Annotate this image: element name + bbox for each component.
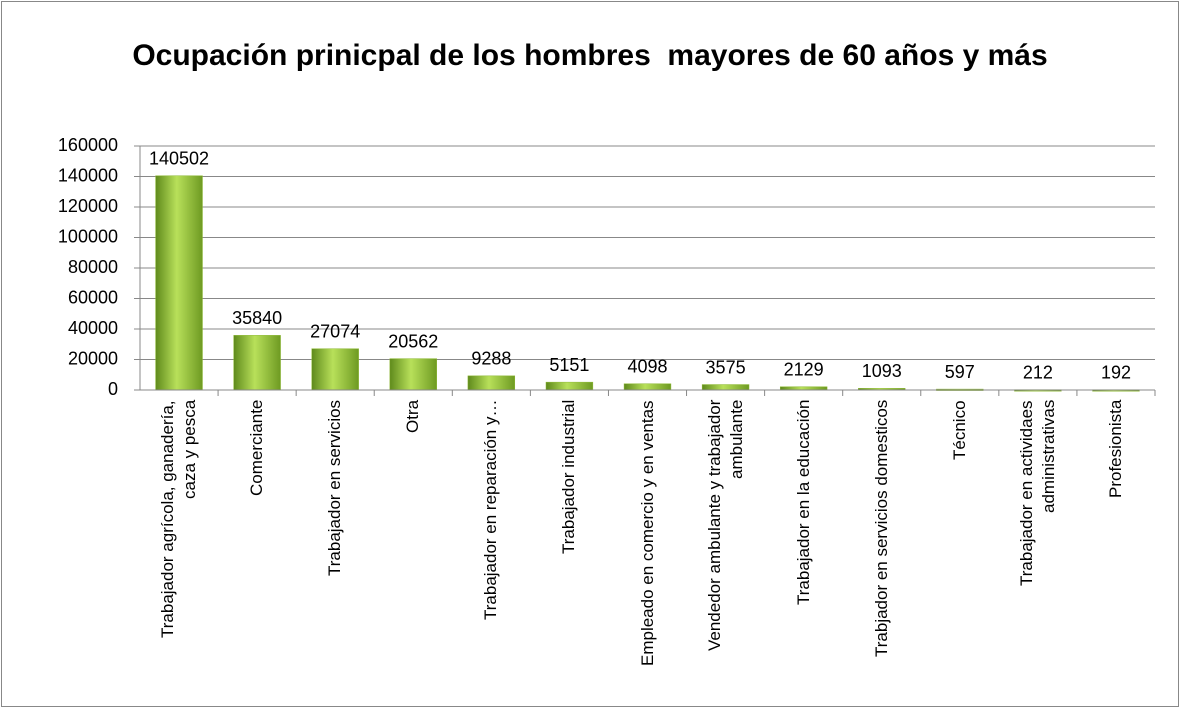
bar <box>545 381 594 391</box>
data-label: 27074 <box>310 321 360 341</box>
data-label: 192 <box>1101 362 1131 382</box>
y-tick-label: 0 <box>108 379 118 399</box>
y-tick-label: 140000 <box>58 165 118 185</box>
data-label: 35840 <box>232 308 282 328</box>
bar <box>311 348 359 391</box>
data-label: 2129 <box>784 360 824 380</box>
x-tick-label: Técnico <box>949 400 969 460</box>
data-label: 20562 <box>388 331 438 351</box>
y-tick-label: 20000 <box>68 348 118 368</box>
data-label: 5151 <box>549 355 589 375</box>
x-tick-label: Comerciante <box>247 400 267 497</box>
data-label: 597 <box>945 362 975 382</box>
data-label: 3575 <box>706 357 746 377</box>
y-tick-label: 100000 <box>58 226 118 246</box>
y-tick-label: 60000 <box>68 287 118 307</box>
x-tick-label: Trabajador industrial <box>559 400 579 555</box>
x-tick-label: Trabajador agrícola, ganadería, caza y p… <box>158 400 200 638</box>
chart-title: Ocupación prinicpal de los hombres mayor… <box>132 39 1048 72</box>
y-tick-label: 80000 <box>68 257 118 277</box>
data-label: 140502 <box>149 148 209 168</box>
x-tick-label: Profesionista <box>1105 400 1125 499</box>
data-label: 1093 <box>862 361 902 381</box>
data-label: 4098 <box>627 357 667 377</box>
bar <box>389 358 437 391</box>
bar <box>155 175 203 391</box>
x-tick-label: Vendedor ambulante y trabajador ambulant… <box>704 400 746 652</box>
bar <box>233 335 281 391</box>
x-tick-label: Trabajador en reparación y… <box>481 400 501 621</box>
bar <box>623 383 672 391</box>
x-tick-label: Trabjador en servicios domesticos <box>871 400 891 658</box>
data-label: 9288 <box>471 349 511 369</box>
x-tick-label: Trabajador en servicios <box>325 400 345 577</box>
x-tick-label: Trabajador en la educación <box>793 400 813 606</box>
bar <box>467 375 516 391</box>
x-tick-label: Otra <box>403 400 423 434</box>
data-label: 212 <box>1023 362 1053 382</box>
y-tick-label: 120000 <box>58 196 118 216</box>
y-tick-label: 160000 <box>58 135 118 155</box>
x-tick-label: Empleado en comercio y en ventas <box>637 400 657 666</box>
bar <box>701 384 750 391</box>
y-tick-label: 40000 <box>68 318 118 338</box>
x-tick-label: Trabajador en actividaes administrativas <box>1016 400 1058 586</box>
